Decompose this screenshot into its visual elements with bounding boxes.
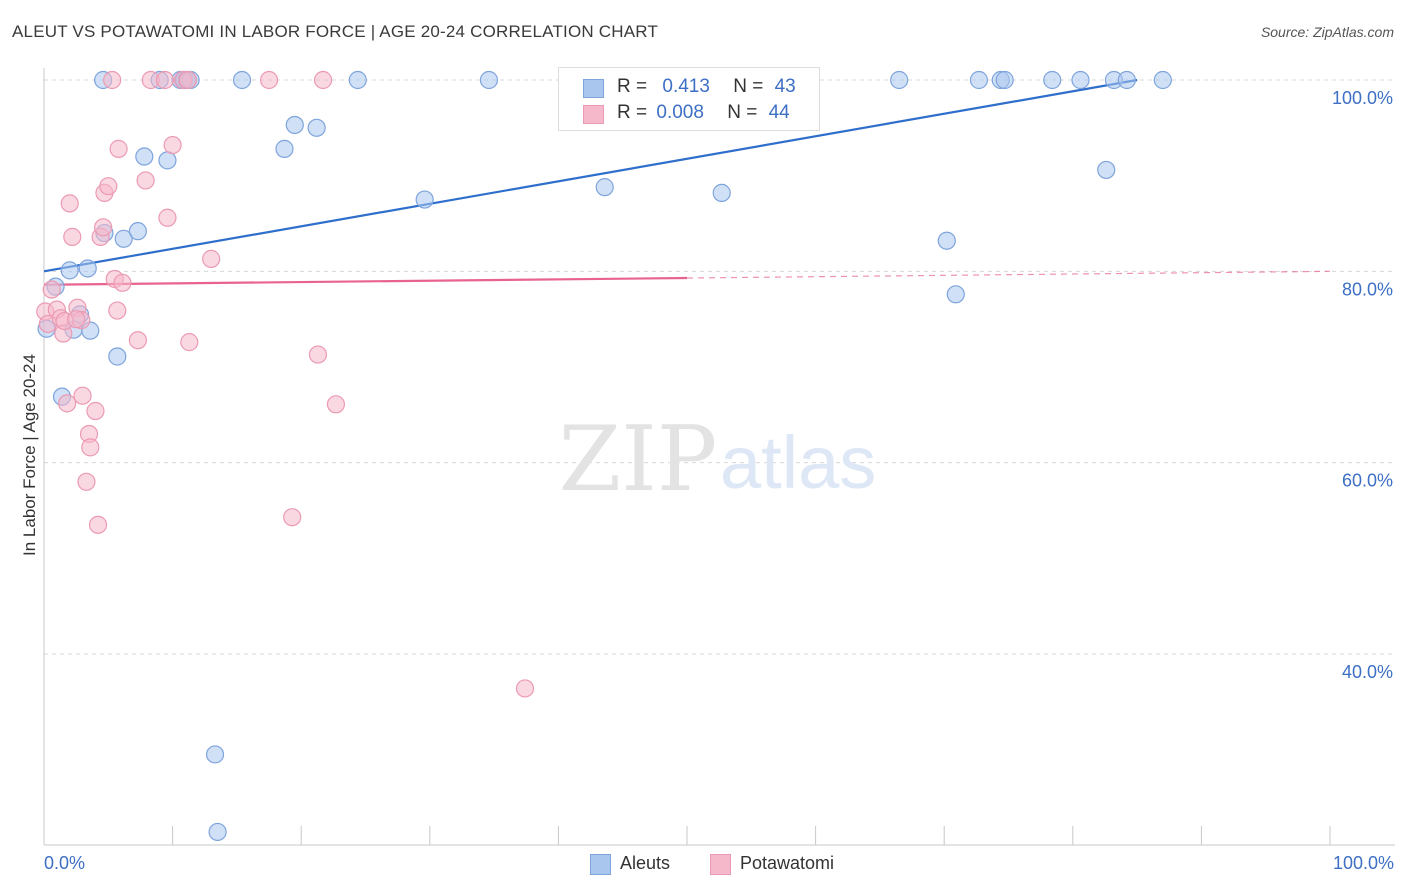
watermark-zip: ZIP — [559, 407, 718, 512]
aleut-n-label: N = — [733, 76, 764, 97]
aleut-point-24 — [348, 70, 367, 90]
aleut-point-31 — [946, 285, 965, 304]
grid-lines — [44, 79, 1395, 655]
y-tick-label-40: 40.0% — [1342, 662, 1393, 682]
watermark-atlas: atlas — [720, 421, 876, 504]
potawatomi-point-38 — [283, 508, 302, 527]
aleut-point-28 — [712, 183, 731, 202]
potawatomi-point-2 — [42, 280, 61, 299]
potawatomi-point-30 — [155, 70, 174, 90]
potawatomi-point-22 — [103, 70, 122, 90]
aleut-point-30 — [937, 231, 956, 250]
potawatomi-point-9 — [63, 227, 82, 246]
stats-box: R = 0.413 N = 43 R = 0.008 N = 44 — [558, 67, 820, 131]
trend-lines — [43, 78, 1331, 286]
aleut-point-29 — [890, 70, 909, 90]
y-tick-labels: 40.0% 60.0% 80.0% 100.0% — [1332, 88, 1393, 682]
legend-label-potawatomi: Potawatomi — [740, 853, 835, 873]
aleuts-legend-swatch — [590, 854, 611, 875]
aleut-stat-text: R = 0.413 N = 43 — [617, 76, 796, 98]
y-tick-label-60: 60.0% — [1342, 471, 1393, 491]
aleut-point-3 — [60, 261, 79, 280]
legend: Aleuts Potawatomi — [0, 853, 1406, 875]
aleut-point-39 — [1117, 70, 1136, 90]
x-tick-label-max: 100.0% — [1332, 853, 1394, 873]
legend-label-aleuts: Aleuts — [620, 853, 671, 873]
aleut-point-13 — [158, 151, 177, 170]
aleut-point-34 — [995, 70, 1014, 90]
aleut-point-9 — [108, 347, 127, 366]
y-tick-label-80: 80.0% — [1342, 279, 1393, 299]
aleut-trend-line — [43, 78, 1138, 273]
axes — [43, 68, 1395, 846]
potawatomi-point-24 — [108, 301, 127, 320]
potawatomi-point-25 — [109, 139, 128, 158]
potawatomi-point-19 — [94, 218, 113, 237]
aleut-point-12 — [135, 147, 154, 166]
aleut-point-37 — [1097, 160, 1116, 180]
aleut-point-42 — [208, 822, 227, 842]
potawatomi-point-13 — [77, 472, 96, 491]
aleut-point-22 — [285, 115, 304, 135]
chart-title: ALEUT VS POTAWATOMI IN LABOR FORCE | AGE… — [12, 22, 659, 41]
potawatomi-point-27 — [128, 331, 147, 350]
aleut-point-21 — [275, 139, 294, 158]
aleut-point-23 — [307, 118, 326, 137]
aleut-point-35 — [1043, 70, 1062, 90]
potawatomi-point-31 — [158, 208, 177, 227]
aleut-r-label: R = — [617, 76, 648, 97]
aleut-swatch — [583, 79, 604, 98]
potawatomi-point-26 — [113, 273, 132, 292]
potawatomi-point-15 — [81, 438, 100, 457]
potawatomi-swatch — [583, 105, 604, 124]
aleut-point-10 — [114, 229, 133, 248]
potawatomi-point-41 — [326, 395, 346, 414]
potawatomi-point-42 — [515, 679, 535, 698]
potawatomi-trend-line — [43, 276, 688, 286]
potawatomi-point-40 — [313, 70, 333, 90]
aleut-point-40 — [1153, 70, 1172, 90]
aleut-point-5 — [78, 259, 97, 278]
aleut-n-value: 43 — [774, 76, 796, 97]
potawatomi-r-value: 0.008 — [656, 102, 704, 123]
aleut-r-value: 0.413 — [662, 76, 710, 97]
potawatomi-point-21 — [99, 177, 118, 196]
potawatomi-point-43 — [67, 310, 86, 329]
aleut-point-26 — [415, 190, 434, 209]
aleut-point-11 — [128, 222, 147, 241]
aleut-point-20 — [232, 70, 252, 90]
potawatomi-point-28 — [136, 171, 155, 190]
potawatomi-point-37 — [259, 70, 279, 90]
potawatomi-point-17 — [88, 515, 108, 534]
source-label: Source: ZipAtlas.com — [1260, 24, 1394, 40]
scatter-points — [36, 70, 1172, 842]
x-tick-label-min: 0.0% — [44, 853, 86, 873]
potawatomi-trend-line-extension — [686, 270, 1331, 279]
potawatomi-stat-text: R = 0.008 N = 44 — [617, 102, 790, 124]
potawatomi-point-34 — [178, 70, 198, 90]
potawatomi-point-35 — [180, 333, 199, 352]
aleut-point-41 — [205, 745, 225, 764]
aleut-point-27 — [595, 178, 614, 197]
potawatomi-point-8 — [60, 194, 79, 213]
potawatomi-point-39 — [308, 345, 328, 364]
aleut-point-32 — [969, 70, 989, 90]
watermark: ZIP atlas — [559, 407, 877, 512]
potawatomi-point-7 — [58, 394, 77, 413]
y-tick-label-100: 100.0% — [1332, 88, 1393, 108]
potawatomi-point-32 — [163, 135, 182, 155]
aleut-point-25 — [479, 70, 499, 90]
potawatomi-point-16 — [86, 401, 105, 421]
potawatomi-r-label: R = — [617, 102, 648, 123]
potawatomi-n-value: 44 — [768, 102, 790, 123]
aleut-point-36 — [1071, 70, 1090, 90]
potawatomi-n-label: N = — [727, 102, 758, 123]
potawatomi-legend-swatch — [710, 854, 731, 875]
potawatomi-point-12 — [73, 386, 92, 405]
potawatomi-point-36 — [202, 249, 221, 268]
